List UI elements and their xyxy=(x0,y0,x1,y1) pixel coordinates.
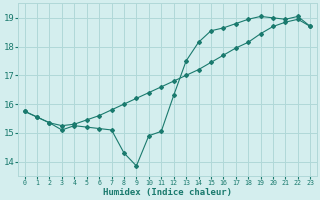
X-axis label: Humidex (Indice chaleur): Humidex (Indice chaleur) xyxy=(103,188,232,197)
